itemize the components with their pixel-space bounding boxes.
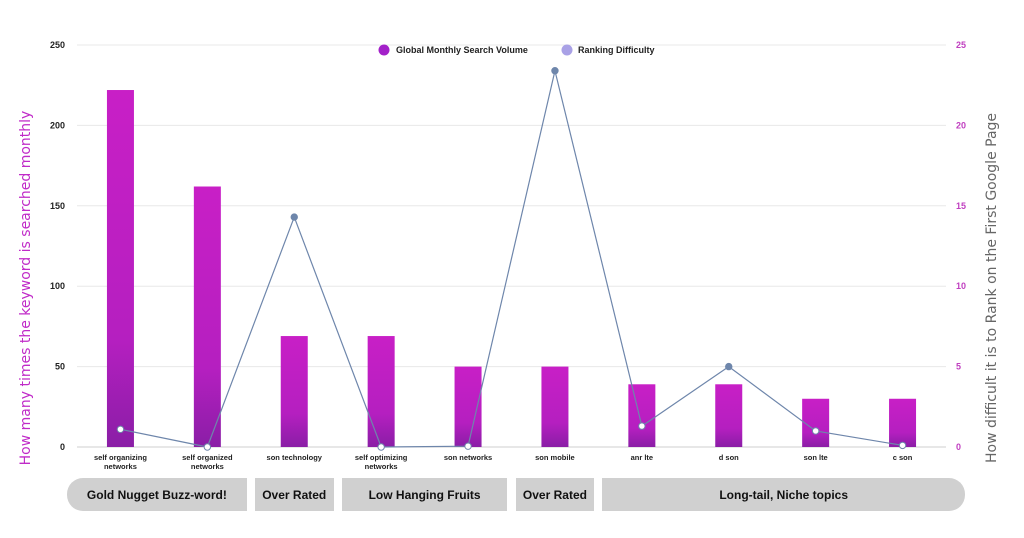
topic-group-label: Long-tail, Niche topics [602,478,965,511]
y-tick-label: 100 [50,281,65,291]
x-tick-label: anr lte [631,453,654,462]
x-tick-label: networks [104,462,137,471]
difficulty-line [116,67,907,451]
difficulty-series-line [120,70,903,448]
difficulty-point [290,213,298,221]
topic-group-label: Over Rated [254,478,334,511]
topic-group-label: Low Hanging Fruits [341,478,508,511]
difficulty-point [551,67,559,75]
difficulty-point [116,425,125,434]
bars [106,90,917,448]
difficulty-point [464,442,472,450]
x-tick-label: self organizing [94,453,147,462]
difficulty-point [203,443,212,451]
y-tick-label: 200 [50,120,65,130]
x-tick-label: son mobile [535,453,575,462]
x-tick-label: networks [365,462,398,471]
gridlines [77,44,946,448]
x-tick-label: networks [191,462,224,471]
x-tick-label: son lte [804,453,828,462]
bar [628,384,656,447]
legend-label-volume: Global Monthly Search Volume [396,45,528,55]
y-tick-label: 50 [55,362,65,372]
y-axis-title: How many times the keyword is searched m… [18,111,34,466]
y2-tick-label: 15 [956,201,966,211]
x-tick-label: son networks [444,453,492,462]
bar [802,398,830,447]
legend-label-difficulty: Ranking Difficulty [578,45,655,55]
topic-group-label: Over Rated [515,478,595,511]
difficulty-point [811,427,820,435]
x-tick-label: d son [719,453,739,462]
x-tick-label: self organized [182,453,233,462]
x-tick-label: self optimizing [355,453,408,462]
axes: 0 50 100 150 200 250 0 5 10 15 20 25 self organizing… [18,40,1000,471]
y2-tick-label: 0 [956,442,961,452]
topic-group-label: Gold Nugget Buzz-word! [67,478,247,511]
legend-marker-difficulty [561,44,573,56]
y-tick-label: 0 [60,442,65,452]
bar [106,90,134,448]
bar [367,336,395,447]
bar [889,398,917,447]
legend: Global Monthly Search Volume Ranking Diff… [378,44,655,56]
y2-tick-label: 5 [956,362,961,372]
difficulty-point [725,362,733,371]
bar [280,336,308,447]
difficulty-point [898,441,907,450]
bar [193,186,221,447]
x-tick-label: son technology [267,453,323,462]
legend-marker-volume [378,44,390,56]
x-tick-label: c son [893,453,913,462]
y2-tick-label: 10 [956,281,966,291]
difficulty-point [638,422,646,430]
y2-axis-title: How difficult it is to Rank on the First… [984,113,1000,463]
y2-tick-label: 25 [956,40,966,50]
y-tick-label: 150 [50,201,65,211]
y2-tick-label: 20 [956,120,966,130]
y-tick-label: 250 [50,40,65,50]
bar [715,384,743,447]
bar [541,366,569,447]
difficulty-point [377,443,385,451]
